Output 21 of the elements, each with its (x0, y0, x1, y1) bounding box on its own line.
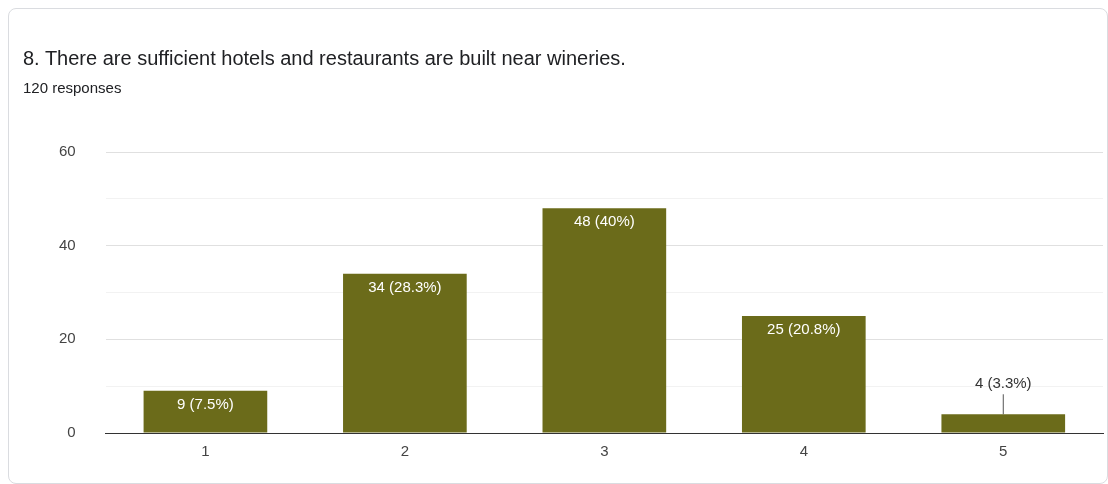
chart-title: 8. There are sufficient hotels and restaurants are built near wineries. (23, 47, 626, 70)
data-label: 4 (3.3%) (974, 374, 1032, 392)
y-tick-label: 20 (59, 329, 76, 347)
data-label: 34 (28.3%) (368, 277, 442, 295)
y-tick-label: 0 (67, 423, 76, 441)
bar (343, 273, 467, 433)
x-tick-label: 5 (999, 442, 1008, 460)
data-label: 48 (40%) (573, 212, 635, 230)
x-tick-label: 3 (600, 442, 609, 460)
bar (143, 390, 268, 433)
x-tick-label: 1 (201, 442, 210, 460)
data-label: 25 (20.8%) (767, 320, 841, 338)
y-tick-label: 60 (59, 142, 76, 160)
data-label: 9 (7.5%) (177, 394, 234, 412)
x-tick-label: 2 (400, 442, 410, 460)
y-tick-label: 40 (59, 235, 76, 253)
bar (941, 414, 1066, 433)
chart-subtitle: 120 responses (23, 79, 122, 96)
x-tick-label: 4 (799, 442, 808, 460)
bar (741, 315, 866, 433)
bar (542, 208, 667, 433)
